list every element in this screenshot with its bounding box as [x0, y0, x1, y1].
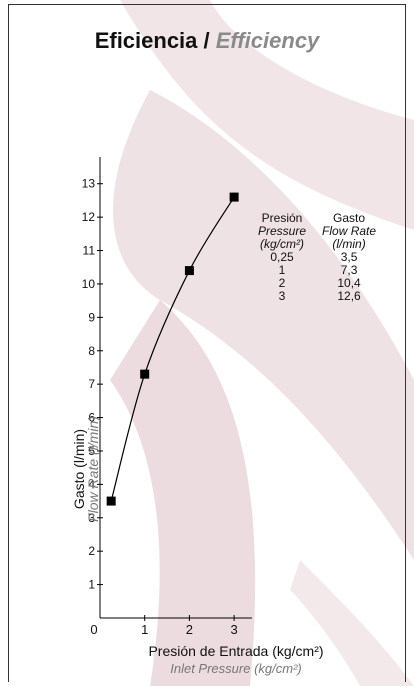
y-tick-label: 3 — [88, 511, 95, 525]
y-tick-label: 4 — [88, 477, 95, 491]
data-point-marker — [229, 192, 239, 202]
table-cell-pressure: 0,25 — [270, 250, 294, 264]
y-tick-label: 6 — [88, 411, 95, 425]
table-header-pressure-en: Pressure — [258, 224, 307, 238]
y-tick-label: 11 — [83, 244, 96, 258]
table-header-flow-es: Gasto — [333, 211, 366, 225]
table-cell-pressure: 3 — [278, 289, 286, 303]
table-cell-flow: 7,3 — [340, 263, 358, 277]
x-tick-label: 1 — [141, 622, 148, 637]
title-separator: / — [197, 28, 216, 53]
y-axis-label-es: Gasto (l/min) — [71, 428, 87, 510]
table-cell-flow: 10,4 — [337, 276, 361, 290]
chart-title: Eficiencia / Efficiency — [8, 28, 406, 54]
frame-border — [8, 4, 406, 682]
y-tick-label: 5 — [88, 444, 95, 458]
y-tick-label: 7 — [88, 377, 95, 391]
y-axis-label: Gasto (l/min) Flow Rate (l/min) — [71, 369, 101, 569]
table-cell-flow: 3,5 — [340, 250, 358, 264]
series-line — [110, 196, 235, 502]
table-header-flow-unit: (l/min) — [332, 237, 366, 251]
title-english: Efficiency — [215, 28, 320, 53]
table-row: 2 10,4 — [250, 277, 384, 290]
table-cell-pressure: 1 — [278, 263, 286, 277]
data-point-marker — [106, 496, 116, 506]
y-tick-label: 2 — [88, 544, 95, 558]
data-table: Presión Gasto Pressure Flow Rate (kg/cm²… — [250, 212, 384, 303]
table-row: 1 7,3 — [250, 264, 384, 277]
table-cell-flow: 12,6 — [337, 289, 361, 303]
title-spanish: Eficiencia — [94, 28, 198, 53]
x-axis-label-es: Presión de Entrada (kg/cm²) — [148, 643, 324, 659]
data-point-marker — [184, 266, 194, 276]
y-tick-label: 9 — [88, 310, 95, 324]
y-axis-label-en: Flow Rate (l/min) — [85, 416, 101, 522]
table-header-pressure-es: Presión — [261, 211, 303, 225]
table-header-pressure-unit: (kg/cm²) — [260, 237, 305, 251]
x-axis-label-en: Inlet Pressure (kg/cm²) — [170, 661, 302, 676]
table-row: 3 12,6 — [250, 290, 384, 303]
x-tick-label: 2 — [186, 622, 193, 637]
data-point-marker — [140, 369, 150, 379]
table-header-flow-en: Flow Rate — [322, 224, 377, 238]
y-tick-label: 12 — [82, 210, 96, 224]
table-row: 0,25 3,5 — [250, 251, 384, 264]
table-cell-pressure: 2 — [278, 276, 286, 290]
x-tick-label: 0 — [90, 622, 97, 637]
y-tick-label: 8 — [88, 344, 95, 358]
x-tick-label: 3 — [231, 622, 238, 637]
y-tick-label: 10 — [82, 277, 96, 291]
y-tick-label: 13 — [82, 177, 96, 191]
y-tick-label: 1 — [88, 578, 95, 592]
